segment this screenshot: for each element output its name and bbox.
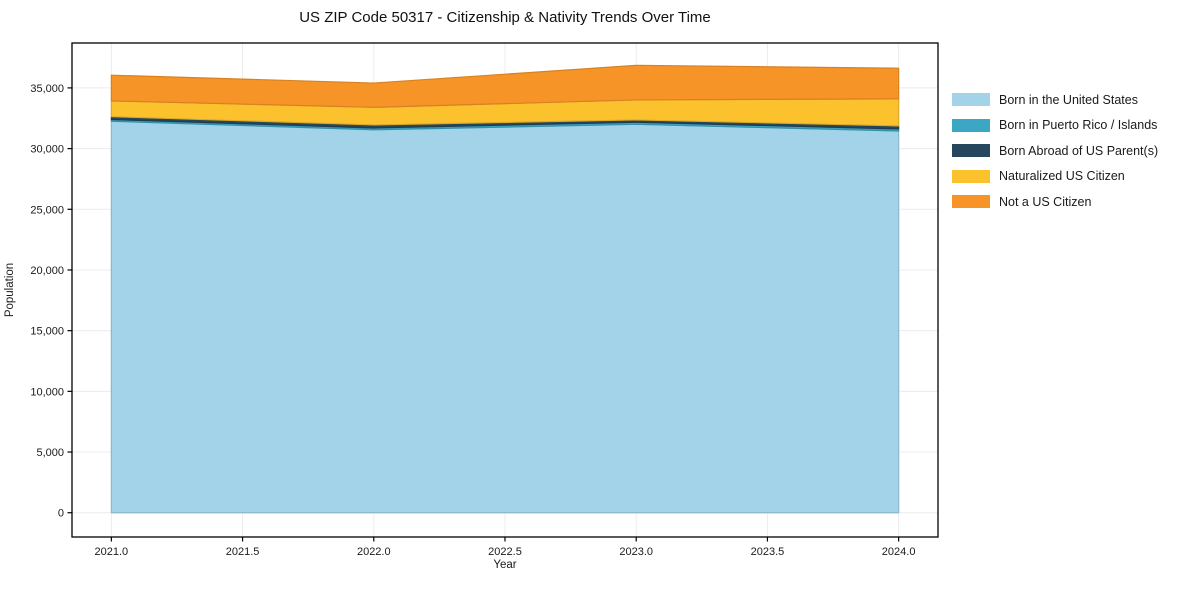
legend-label: Born in the United States (999, 92, 1138, 107)
x-tick-label: 2022.0 (357, 546, 391, 558)
x-tick-label: 2022.5 (488, 546, 522, 558)
legend-swatch (952, 118, 990, 132)
x-tick-label: 2021.5 (226, 546, 260, 558)
y-axis-title: Population (4, 262, 16, 318)
legend-swatch (952, 93, 990, 106)
legend-label: Naturalized US Citizen (999, 169, 1125, 183)
y-tick-label: 20,000 (30, 265, 64, 277)
legend-swatch (952, 169, 990, 183)
y-tick-label: 15,000 (30, 326, 64, 338)
legend-item-born-in-the-united-states: Born in the United States (952, 92, 1158, 107)
legend: Born in the United States Born in Puerto … (952, 93, 1158, 221)
legend-item-not-a-us-citizen: Not a US Citizen (952, 194, 1158, 209)
y-tick-label: 10,000 (30, 386, 64, 398)
x-axis-title: Year (493, 559, 517, 571)
legend-item-born-in-puerto-rico-islands: Born in Puerto Rico / Islands (952, 118, 1158, 132)
y-tick-label: 30,000 (30, 144, 64, 156)
y-tick-label: 0 (58, 508, 64, 520)
x-tick-label: 2023.0 (619, 546, 653, 558)
legend-item-born-abroad-of-us-parent-s: Born Abroad of US Parent(s) (952, 143, 1159, 158)
legend-swatch (952, 195, 990, 208)
area-not-a-us-citizen (110, 64, 900, 108)
y-tick-label: 25,000 (30, 204, 64, 216)
x-tick-label: 2021.0 (95, 546, 129, 558)
legend-label: Born Abroad of US Parent(s) (999, 143, 1159, 158)
legend-label: Not a US Citizen (999, 194, 1092, 209)
legend-swatch (952, 144, 990, 157)
legend-item-naturalized-us-citizen: Naturalized US Citizen (952, 169, 1158, 183)
x-tick-label: 2024.0 (882, 546, 916, 558)
area-born-in-the-united-states (110, 120, 900, 514)
chart-title: US ZIP Code 50317 - Citizenship & Nativi… (299, 9, 711, 26)
x-tick-label: 2023.5 (751, 546, 785, 558)
legend-label: Born in Puerto Rico / Islands (999, 118, 1158, 132)
y-tick-label: 35,000 (30, 83, 64, 95)
y-tick-label: 5,000 (36, 447, 64, 459)
